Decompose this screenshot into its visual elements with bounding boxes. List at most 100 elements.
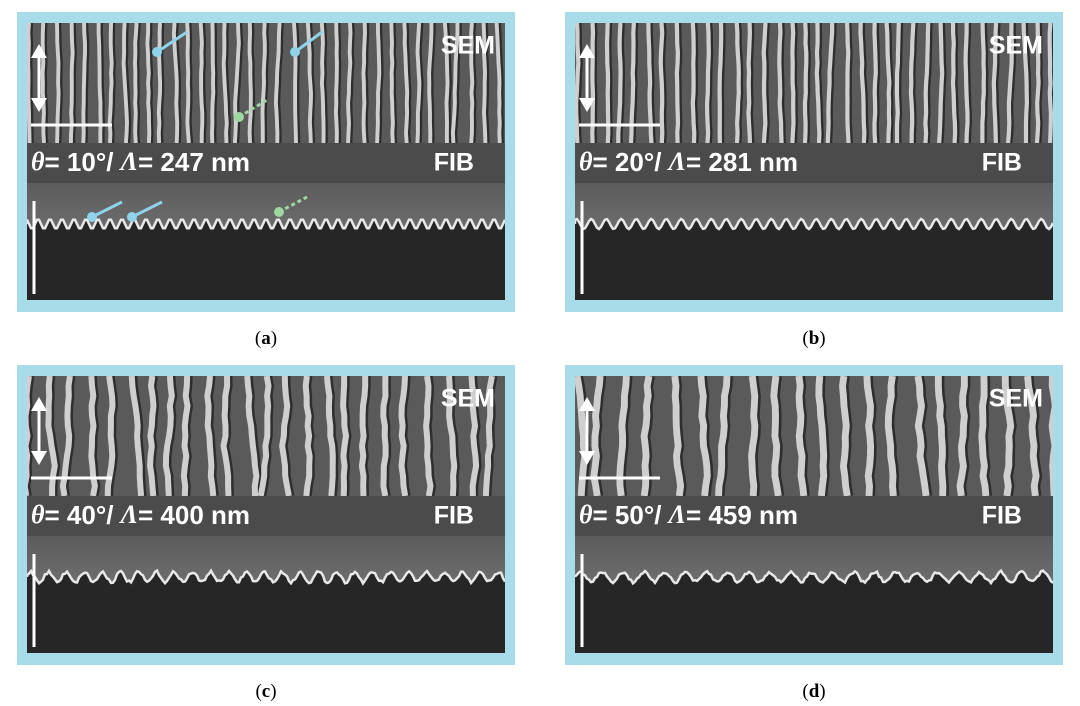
defect-arrow-head <box>152 47 162 57</box>
angle: = 20°/ <box>593 147 669 177</box>
sem-panel: SEM FIB θ= 50°/ Λ= 459 nm <box>565 365 1063 665</box>
stripe <box>867 376 871 496</box>
angle: = 10°/ <box>45 147 121 177</box>
stripe <box>201 23 203 143</box>
sem-panel: SEM FIB θ= 10°/ Λ= 247 nm <box>17 12 515 312</box>
stripe <box>938 376 943 496</box>
sem-panel: SEM FIB θ= 20°/ Λ= 281 nm <box>565 12 1063 312</box>
sem-label: SEM <box>441 385 495 413</box>
defect-arrow-head <box>290 47 300 57</box>
stripe <box>159 23 160 143</box>
lambda: Λ <box>667 147 686 176</box>
stripe <box>417 23 419 143</box>
stripe <box>982 23 984 143</box>
stripe <box>792 23 793 143</box>
stripe <box>966 23 968 143</box>
stripe <box>817 23 820 143</box>
fib-dark <box>575 571 1053 653</box>
stripe <box>749 23 751 143</box>
stripe <box>363 23 365 143</box>
caption-part: ) <box>271 328 277 349</box>
stripe <box>429 23 431 143</box>
caption-part: ) <box>270 681 276 702</box>
stripe <box>707 23 709 143</box>
fib-dark <box>27 220 505 300</box>
sem-label: SEM <box>989 385 1043 413</box>
stripe <box>720 23 722 143</box>
stripe <box>911 23 913 143</box>
stripe <box>306 376 310 496</box>
stripe <box>383 376 385 496</box>
stripe <box>875 23 876 143</box>
lambda: Λ <box>119 147 138 176</box>
stripe <box>752 376 755 496</box>
stripe <box>187 23 189 143</box>
stripe <box>939 23 942 143</box>
parameters: θ= 40°/ Λ= 400 nm <box>31 500 250 530</box>
sem-label: SEM <box>441 32 495 60</box>
stripe <box>764 23 766 143</box>
theta: θ <box>31 500 45 529</box>
page: SEMFIBθ= 10°/ Λ= 247 nm(a)SEMFIBθ= 20°/ … <box>0 0 1080 706</box>
stripe <box>661 23 663 143</box>
caption-part: b <box>809 328 820 349</box>
stripe <box>737 23 739 143</box>
theta: θ <box>579 147 593 176</box>
stripe <box>847 23 849 143</box>
stripe <box>377 23 379 143</box>
stripe <box>322 23 324 143</box>
stripe <box>897 23 899 143</box>
caption-part: a <box>261 328 271 349</box>
stripe <box>362 376 365 496</box>
angle: = 50°/ <box>593 500 669 530</box>
stripe <box>150 376 153 496</box>
stripe <box>953 23 955 143</box>
stripe <box>1050 23 1051 143</box>
parameters: θ= 10°/ Λ= 247 nm <box>31 147 250 177</box>
period: = 281 nm <box>686 147 798 177</box>
parameters: θ= 20°/ Λ= 281 nm <box>579 147 798 177</box>
stripe <box>147 23 149 143</box>
period: = 400 nm <box>138 500 250 530</box>
stripe <box>576 23 578 143</box>
stripe <box>402 376 406 496</box>
stripe <box>677 23 678 143</box>
fib-label: FIB <box>434 502 474 530</box>
stripe <box>391 23 393 143</box>
fib-label: FIB <box>982 149 1022 177</box>
defect-arrow-head <box>127 212 137 222</box>
stripe <box>426 376 430 496</box>
lambda: Λ <box>119 500 138 529</box>
caption-part: c <box>262 681 270 702</box>
stripe <box>843 376 848 496</box>
stripe <box>960 376 964 496</box>
angle: = 40°/ <box>45 500 121 530</box>
stripe <box>135 23 137 143</box>
lambda: Λ <box>667 500 686 529</box>
stripe <box>779 23 781 143</box>
defect-arrow-head <box>87 212 97 222</box>
caption-part: ) <box>819 681 825 702</box>
fib-label: FIB <box>434 149 474 177</box>
stripe <box>250 23 251 143</box>
caption: (b) <box>764 328 864 350</box>
defect-arrow-head <box>274 207 284 217</box>
stripe <box>263 23 265 143</box>
stripe <box>805 23 806 143</box>
stripe <box>212 23 213 143</box>
fib-label: FIB <box>982 502 1022 530</box>
fib-dark <box>575 219 1053 300</box>
stripe <box>28 23 30 143</box>
theta: θ <box>579 500 593 529</box>
period: = 247 nm <box>138 147 250 177</box>
fib-dark <box>27 571 505 653</box>
stripe <box>693 23 695 143</box>
caption: (d) <box>764 681 864 703</box>
sem-panel: SEM FIB θ= 40°/ Λ= 400 nm <box>17 365 515 665</box>
theta: θ <box>31 147 45 176</box>
stripe <box>348 23 350 143</box>
period: = 459 nm <box>686 500 798 530</box>
caption: (c) <box>216 681 316 703</box>
sem-label: SEM <box>989 32 1043 60</box>
caption-part: ) <box>819 328 825 349</box>
